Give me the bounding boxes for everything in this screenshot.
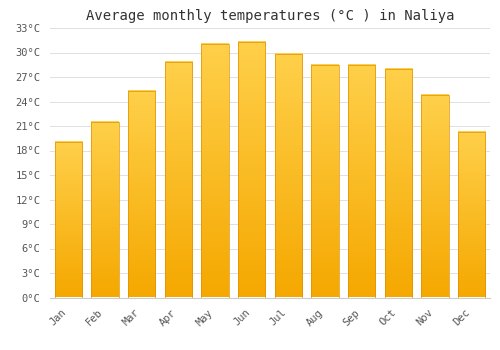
Bar — [128, 91, 156, 298]
Bar — [238, 42, 266, 298]
Bar — [54, 142, 82, 298]
Bar — [348, 65, 376, 298]
Title: Average monthly temperatures (°C ) in Naliya: Average monthly temperatures (°C ) in Na… — [86, 9, 454, 23]
Bar — [164, 62, 192, 298]
Bar — [311, 65, 339, 298]
Bar — [201, 44, 229, 298]
Bar — [421, 95, 448, 298]
Bar — [458, 132, 485, 298]
Bar — [384, 69, 412, 298]
Bar — [91, 122, 119, 298]
Bar — [274, 54, 302, 298]
